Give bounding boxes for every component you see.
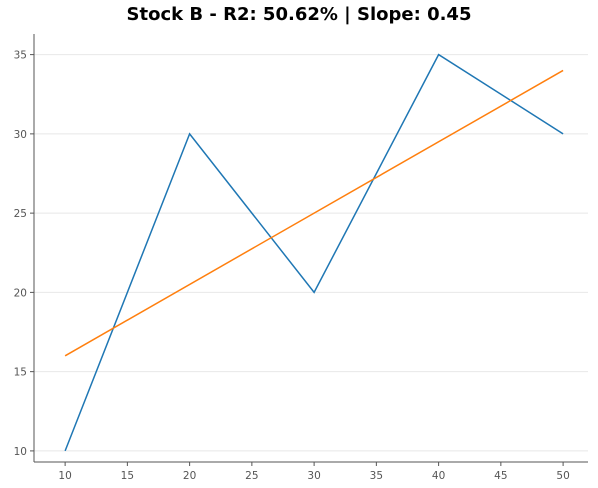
x-tick-label-35: 35 [370,470,383,482]
y-tick-label-35: 35 [14,50,27,62]
y-tick-label-20: 20 [14,287,27,299]
x-tick-label-40: 40 [432,470,445,482]
y-tick-label-15: 15 [14,367,27,379]
series-line-1 [64,69,564,357]
x-tick-label-20: 20 [183,470,196,482]
y-tick-label-10: 10 [14,446,27,458]
series-line-0 [64,53,564,452]
x-tick-label-15: 15 [121,470,134,482]
x-tick-label-30: 30 [307,470,320,482]
y-tick-label-30: 30 [14,129,27,141]
y-tick-label-25: 25 [14,208,27,220]
x-tick-label-50: 50 [556,470,569,482]
x-tick-label-10: 10 [58,470,71,482]
x-tick-label-25: 25 [245,470,258,482]
x-tick-label-45: 45 [494,470,507,482]
chart-title: Stock B - R2: 50.62% | Slope: 0.45 [126,4,472,25]
